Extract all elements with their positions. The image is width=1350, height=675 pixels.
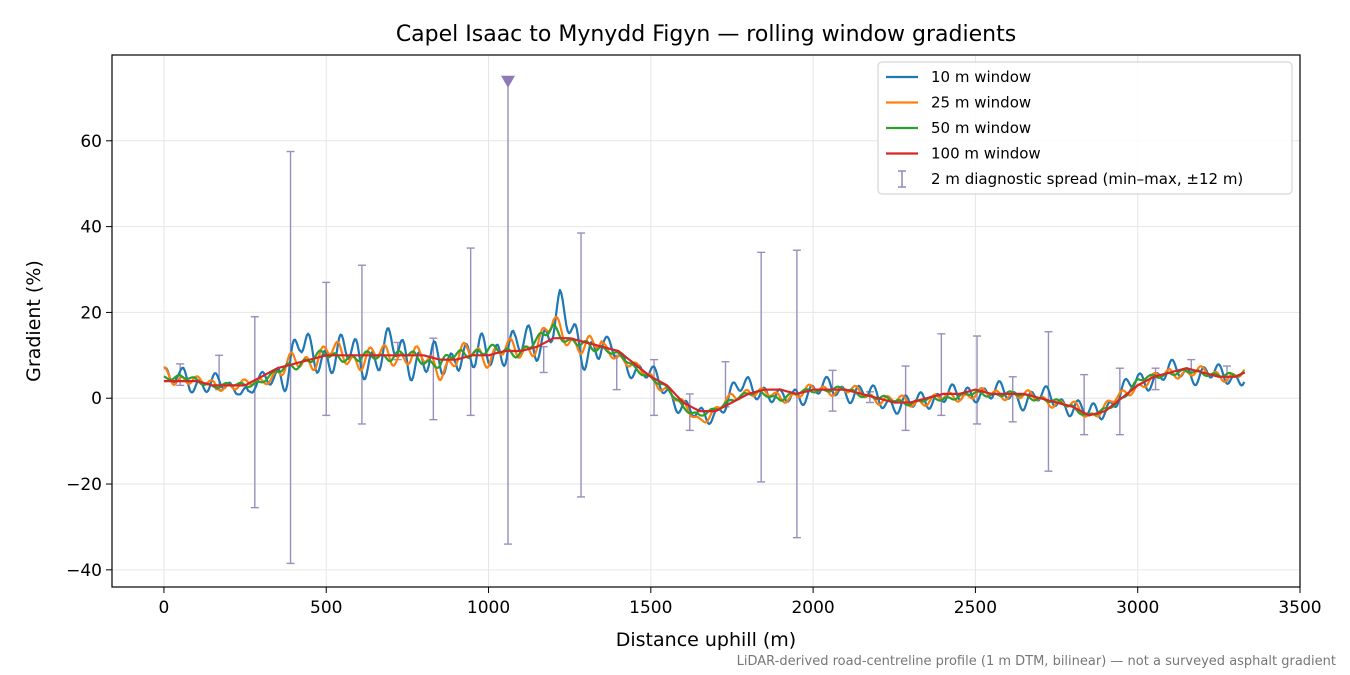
x-tick-label: 1500: [629, 598, 672, 618]
x-tick-label: 2500: [954, 598, 997, 618]
chart-title: Capel Isaac to Mynydd Figyn — rolling wi…: [396, 22, 1016, 47]
x-tick-label: 3500: [1278, 598, 1321, 618]
y-axis-ticks: −40 −20 0 20 40 60: [66, 132, 112, 581]
error-bar: [250, 316, 259, 509]
error-bar: [1151, 367, 1160, 391]
x-tick-label: 3000: [1116, 598, 1159, 618]
y-tick-label: 20: [80, 303, 102, 323]
x-tick-label: 0: [159, 598, 170, 618]
x-tick-label: 2000: [791, 598, 834, 618]
x-axis-ticks: 0 500 1000 1500 2000 2500 3000 3500: [159, 587, 1322, 618]
error-bar: [1115, 367, 1124, 436]
error-bar: [1008, 376, 1017, 423]
error-bar: [577, 232, 586, 498]
legend-entry: 50 m window: [886, 119, 1031, 137]
error-bar: [429, 337, 438, 421]
footnote: LiDAR-derived road-centreline profile (1…: [737, 654, 1336, 669]
y-tick-label: 0: [91, 389, 102, 409]
error-bar: [357, 264, 366, 425]
legend-entry: 100 m window: [886, 145, 1041, 163]
clipped-marker: [501, 75, 515, 88]
error-bar: [466, 247, 475, 417]
x-tick-label: 1000: [467, 598, 510, 618]
legend-entry: 25 m window: [886, 94, 1031, 112]
legend-box: [877, 61, 1293, 195]
y-axis-label: Gradient (%): [23, 260, 45, 382]
y-tick-label: −40: [66, 561, 102, 581]
legend-label: 2 m diagnostic spread (min–max, ±12 m): [931, 170, 1243, 188]
legend-label: 10 m window: [931, 68, 1031, 86]
x-axis-label: Distance uphill (m): [616, 629, 796, 651]
y-tick-label: −20: [66, 475, 102, 495]
error-bar: [1080, 373, 1089, 436]
series-line: [163, 337, 1246, 417]
legend-entry: 10 m window: [886, 68, 1031, 86]
legend: 10 m window 25 m window 50 m window 100 m w…: [877, 61, 1293, 195]
legend-label: 25 m window: [931, 94, 1031, 112]
error-bar: [757, 251, 766, 483]
legend-entry: 2 m diagnostic spread (min–max, ±12 m): [898, 170, 1243, 188]
error-bar: [973, 335, 982, 425]
x-tick-label: 500: [310, 598, 342, 618]
error-bar: [612, 354, 621, 391]
y-tick-label: 40: [80, 218, 102, 238]
error-bar: [937, 333, 946, 417]
legend-label: 50 m window: [931, 119, 1031, 137]
legend-label: 100 m window: [931, 145, 1041, 163]
y-tick-label: 60: [80, 132, 102, 152]
series-lines: [163, 288, 1246, 426]
plot-frame: [111, 54, 1301, 588]
